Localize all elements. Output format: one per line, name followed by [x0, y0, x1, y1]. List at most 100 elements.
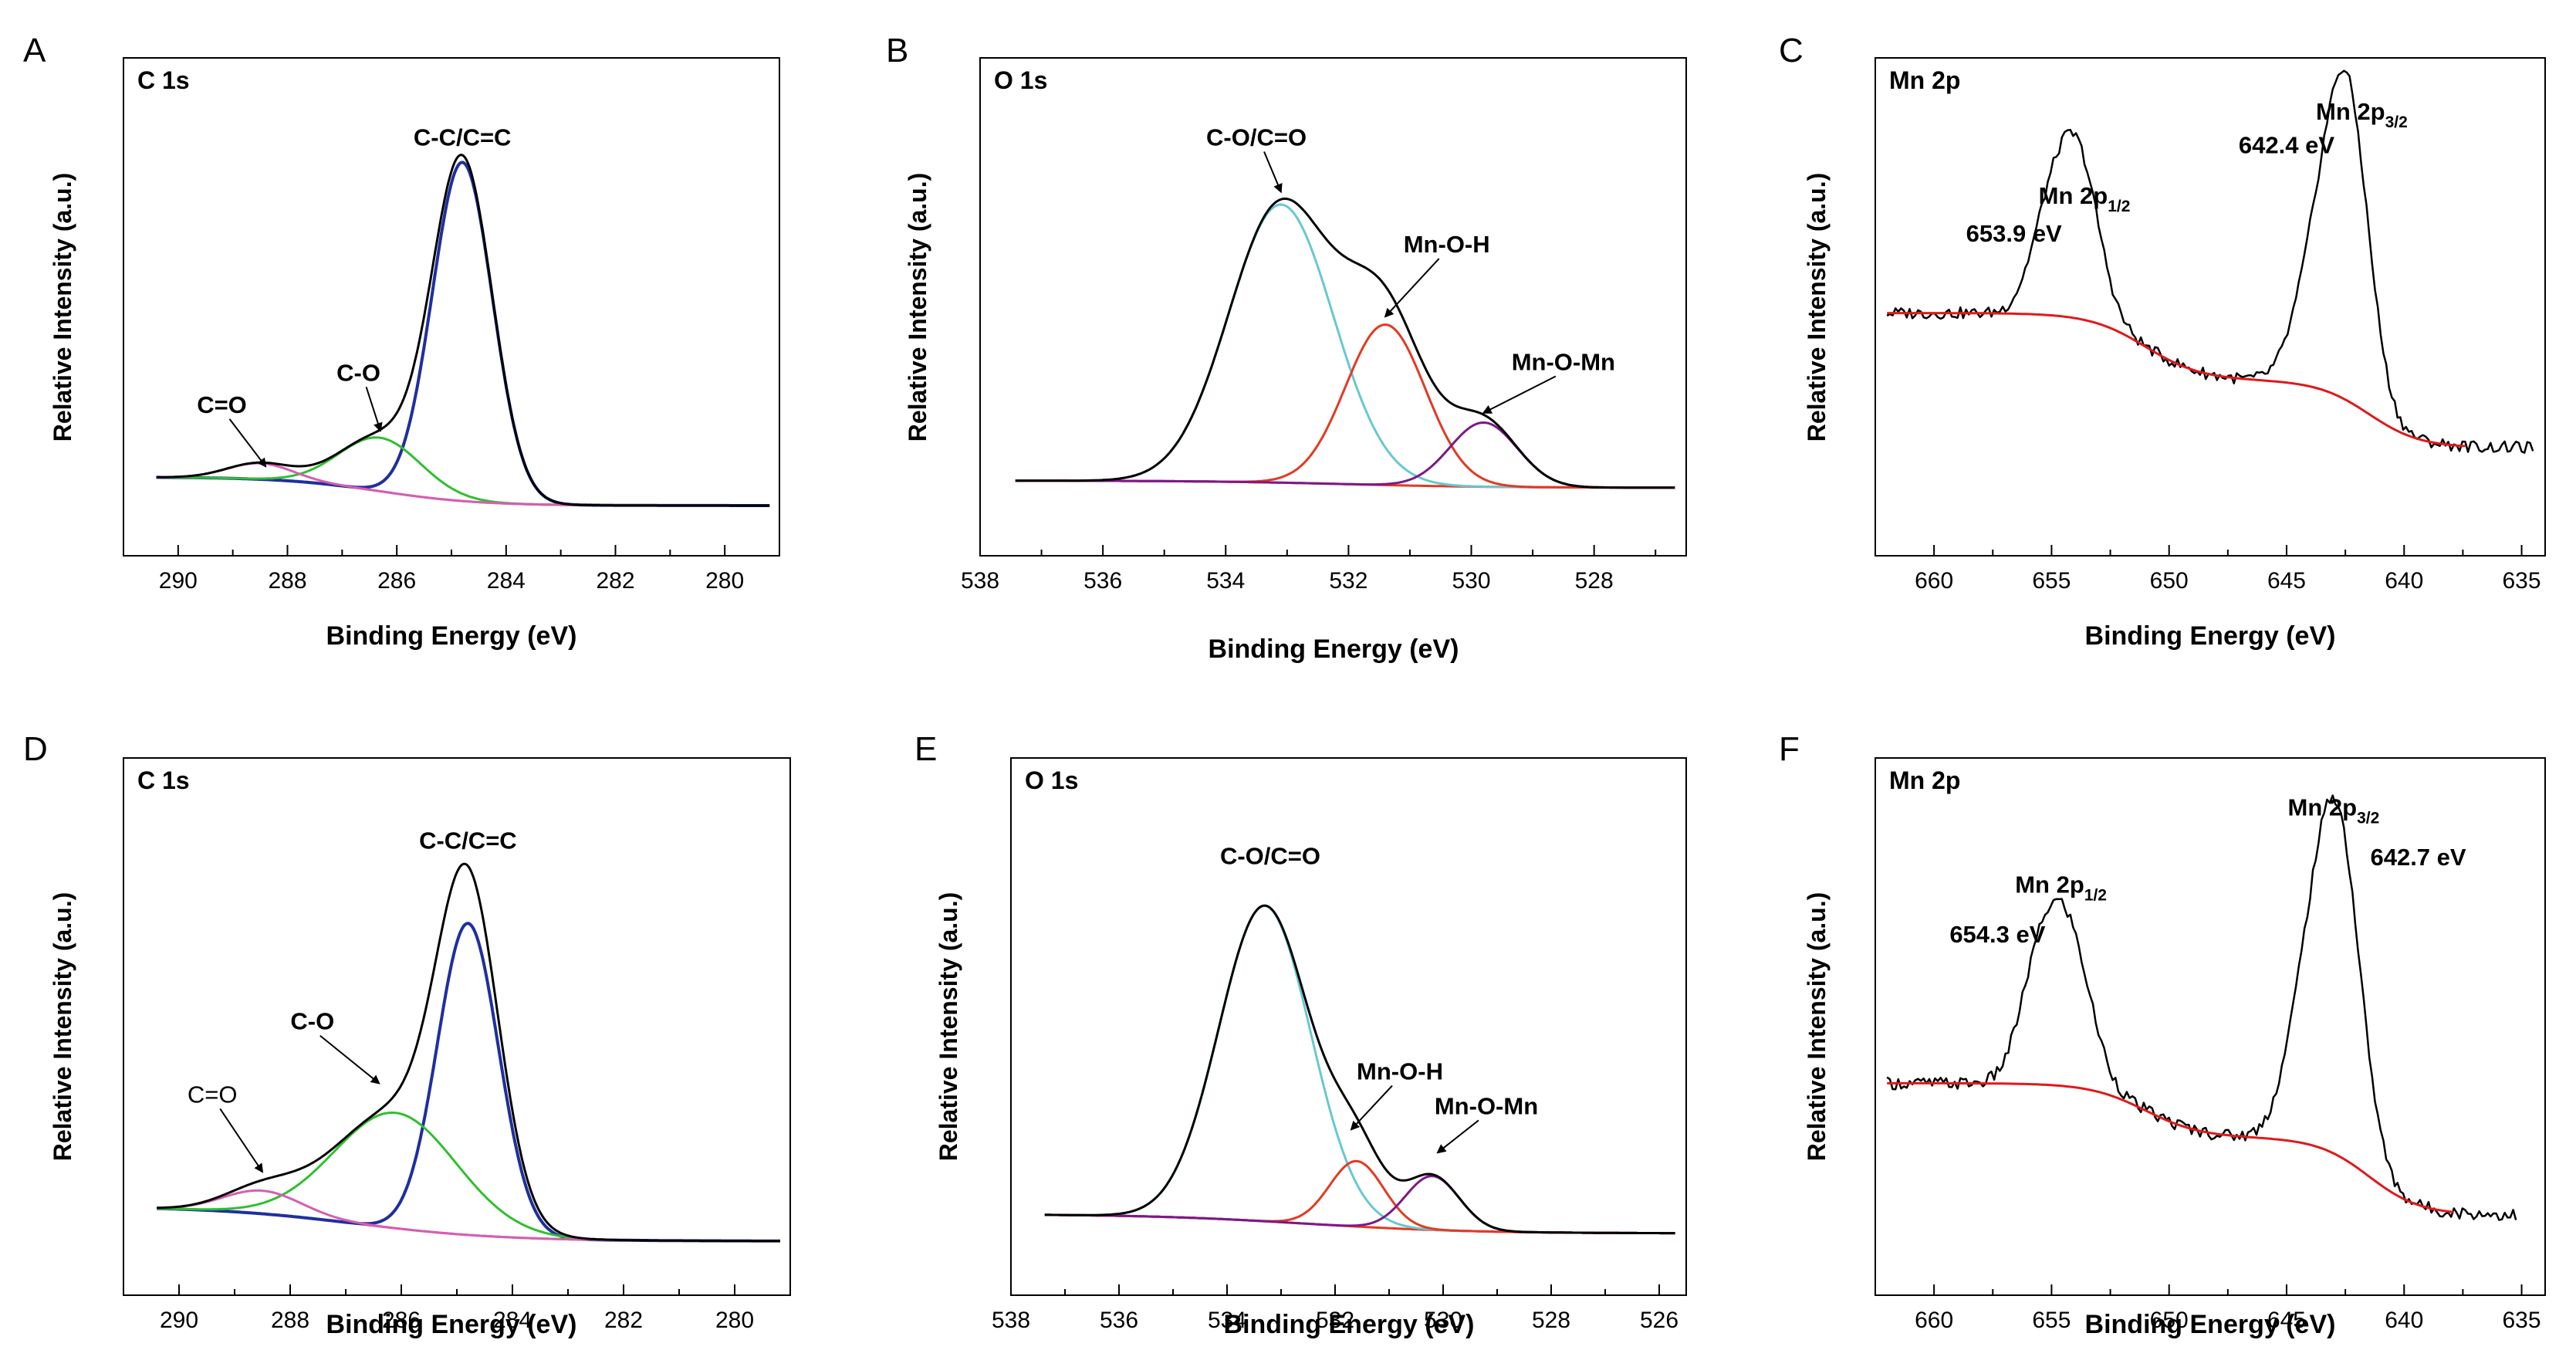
- x-tick-label: 655: [2032, 568, 2071, 594]
- peak-annotation: C-O: [336, 359, 380, 386]
- annotation-subscript: 1/2: [2084, 886, 2107, 904]
- x-tick-label: 650: [2150, 568, 2189, 594]
- x-tick-label: 288: [271, 1308, 309, 1333]
- peak-annotation: Mn 2p3/2: [2316, 98, 2408, 131]
- annotation-subscript: 3/2: [2385, 113, 2408, 131]
- peak-annotation: Mn 2p1/2: [2015, 871, 2107, 904]
- annotations: C-C/C=C C-O C=O: [197, 124, 511, 468]
- panel-letter: D: [23, 730, 48, 768]
- component-curve: [156, 161, 770, 507]
- x-axis-label: Binding Energy (eV): [2085, 1310, 2336, 1339]
- panel-F: F Mn 2p Relative Intensity (a.u.) Binding E…: [1779, 730, 2546, 1339]
- annotation-text: Mn-O-Mn: [1435, 1092, 1538, 1119]
- x-tick-label: 640: [2385, 568, 2423, 594]
- annotation-text: 642.4 eV: [2239, 131, 2334, 158]
- annotation-subscript: 3/2: [2357, 809, 2379, 827]
- spectrum-title: O 1s: [1025, 766, 1078, 794]
- x-tick-label: 536: [1083, 568, 1122, 594]
- background-curve: [1887, 1081, 2454, 1213]
- component-curve: [1015, 203, 1675, 489]
- annotations: C-O/C=O Mn-O-H Mn-O-Mn: [1206, 124, 1615, 414]
- annotation-arrow: [1436, 1119, 1479, 1154]
- y-axis-label: Relative Intensity (a.u.): [49, 173, 76, 442]
- component-curve: [157, 1189, 780, 1243]
- annotation-text: C-C/C=C: [419, 827, 517, 854]
- peak-annotation: C-O/C=O: [1220, 842, 1320, 869]
- annotation-text: 654.3 eV: [1949, 921, 2045, 948]
- background-curve: [1044, 1213, 1675, 1235]
- spectrum-title: Mn 2p: [1889, 66, 1960, 94]
- envelope-curve: [156, 154, 770, 507]
- x-tick-label: 286: [377, 568, 416, 594]
- annotation-text: C-O/C=O: [1206, 124, 1307, 151]
- y-axis-label: Relative Intensity (a.u.): [1803, 173, 1831, 442]
- annotation-text: Mn-O-Mn: [1512, 348, 1615, 375]
- x-tick-label: 534: [1206, 568, 1245, 594]
- peak-annotation: C-O/C=O: [1206, 124, 1307, 151]
- component-curve: [156, 462, 770, 507]
- x-tick-label: 532: [1329, 568, 1367, 594]
- annotation-text: Mn 2p: [2039, 182, 2108, 209]
- spectrum-title: Mn 2p: [1889, 766, 1960, 794]
- panel-C: C Mn 2p Relative Intensity (a.u.) Binding E…: [1779, 32, 2546, 651]
- peak-annotation: 642.4 eV: [2239, 131, 2334, 158]
- panel-B: B O 1s Relative Intensity (a.u.) Binding En…: [886, 32, 1687, 664]
- panel-A: A C 1s Relative Intensity (a.u.) Binding En…: [23, 32, 780, 651]
- x-tick-label: 530: [1424, 1308, 1462, 1333]
- panel-letter: E: [914, 730, 937, 768]
- annotation-text: C=O: [188, 1081, 238, 1108]
- y-axis-label: Relative Intensity (a.u.): [935, 892, 962, 1162]
- x-tick-label: 534: [1208, 1308, 1246, 1333]
- plot-frame: [1875, 57, 2546, 557]
- x-tick-label: 635: [2503, 568, 2541, 594]
- curves: [156, 154, 770, 507]
- x-tick-label: 284: [493, 1308, 532, 1333]
- x-tick-label: 536: [1100, 1308, 1138, 1333]
- peak-annotation: 654.3 eV: [1949, 921, 2045, 948]
- annotation-arrow: [219, 1108, 264, 1173]
- curves: [1886, 69, 2534, 454]
- peak-annotation: Mn-O-Mn: [1512, 348, 1615, 375]
- spectrum-title: C 1s: [137, 766, 190, 794]
- spectrum-title: O 1s: [994, 66, 1047, 94]
- plot-frame: [1010, 757, 1687, 1296]
- x-axis-label: Binding Energy (eV): [1209, 634, 1459, 664]
- annotation-arrow: [228, 418, 267, 468]
- x-axis-label: Binding Energy (eV): [1224, 1310, 1475, 1339]
- peak-annotation: Mn-O-Mn: [1435, 1092, 1538, 1119]
- plot-frame: [979, 57, 1687, 557]
- annotation-text: 642.7 eV: [2370, 844, 2466, 871]
- component-curve: [157, 1112, 780, 1243]
- peak-annotation: C-O: [290, 1008, 334, 1035]
- peak-annotation: Mn-O-H: [1357, 1058, 1443, 1085]
- annotation-text: C-O: [290, 1008, 334, 1035]
- annotation-text: Mn 2p: [2015, 871, 2084, 898]
- curves: [1015, 197, 1675, 489]
- x-axis-label: Binding Energy (eV): [2085, 621, 2336, 651]
- annotation-subscript: 1/2: [2108, 198, 2130, 215]
- peak-annotation: C=O: [197, 391, 247, 418]
- x-axis-label: Binding Energy (eV): [326, 1310, 577, 1339]
- x-tick-label: 290: [159, 568, 198, 594]
- x-tick-label: 645: [2267, 1308, 2306, 1333]
- x-tick-label: 290: [160, 1308, 198, 1333]
- peak-annotation: C=O: [188, 1081, 238, 1108]
- x-tick-label: 282: [604, 1308, 643, 1333]
- spectrum-curve: [1886, 69, 2534, 454]
- panel-letter: B: [886, 32, 908, 69]
- x-tick-label: 650: [2150, 1308, 2189, 1333]
- curves: [1886, 794, 2517, 1221]
- curves: [157, 862, 780, 1243]
- panel-letter: F: [1779, 730, 1800, 768]
- annotation-arrow: [1482, 375, 1557, 414]
- panel-E: E O 1s Relative Intensity (a.u.) Binding En…: [914, 730, 1687, 1339]
- annotation-text: Mn 2p: [2288, 793, 2358, 821]
- component-curve: [156, 436, 770, 507]
- annotation-arrow: [319, 1034, 380, 1084]
- x-tick-label: 282: [596, 568, 634, 594]
- x-tick-label: 532: [1316, 1308, 1354, 1333]
- x-tick-label: 286: [382, 1308, 421, 1333]
- x-axis-label: Binding Energy (eV): [326, 621, 577, 651]
